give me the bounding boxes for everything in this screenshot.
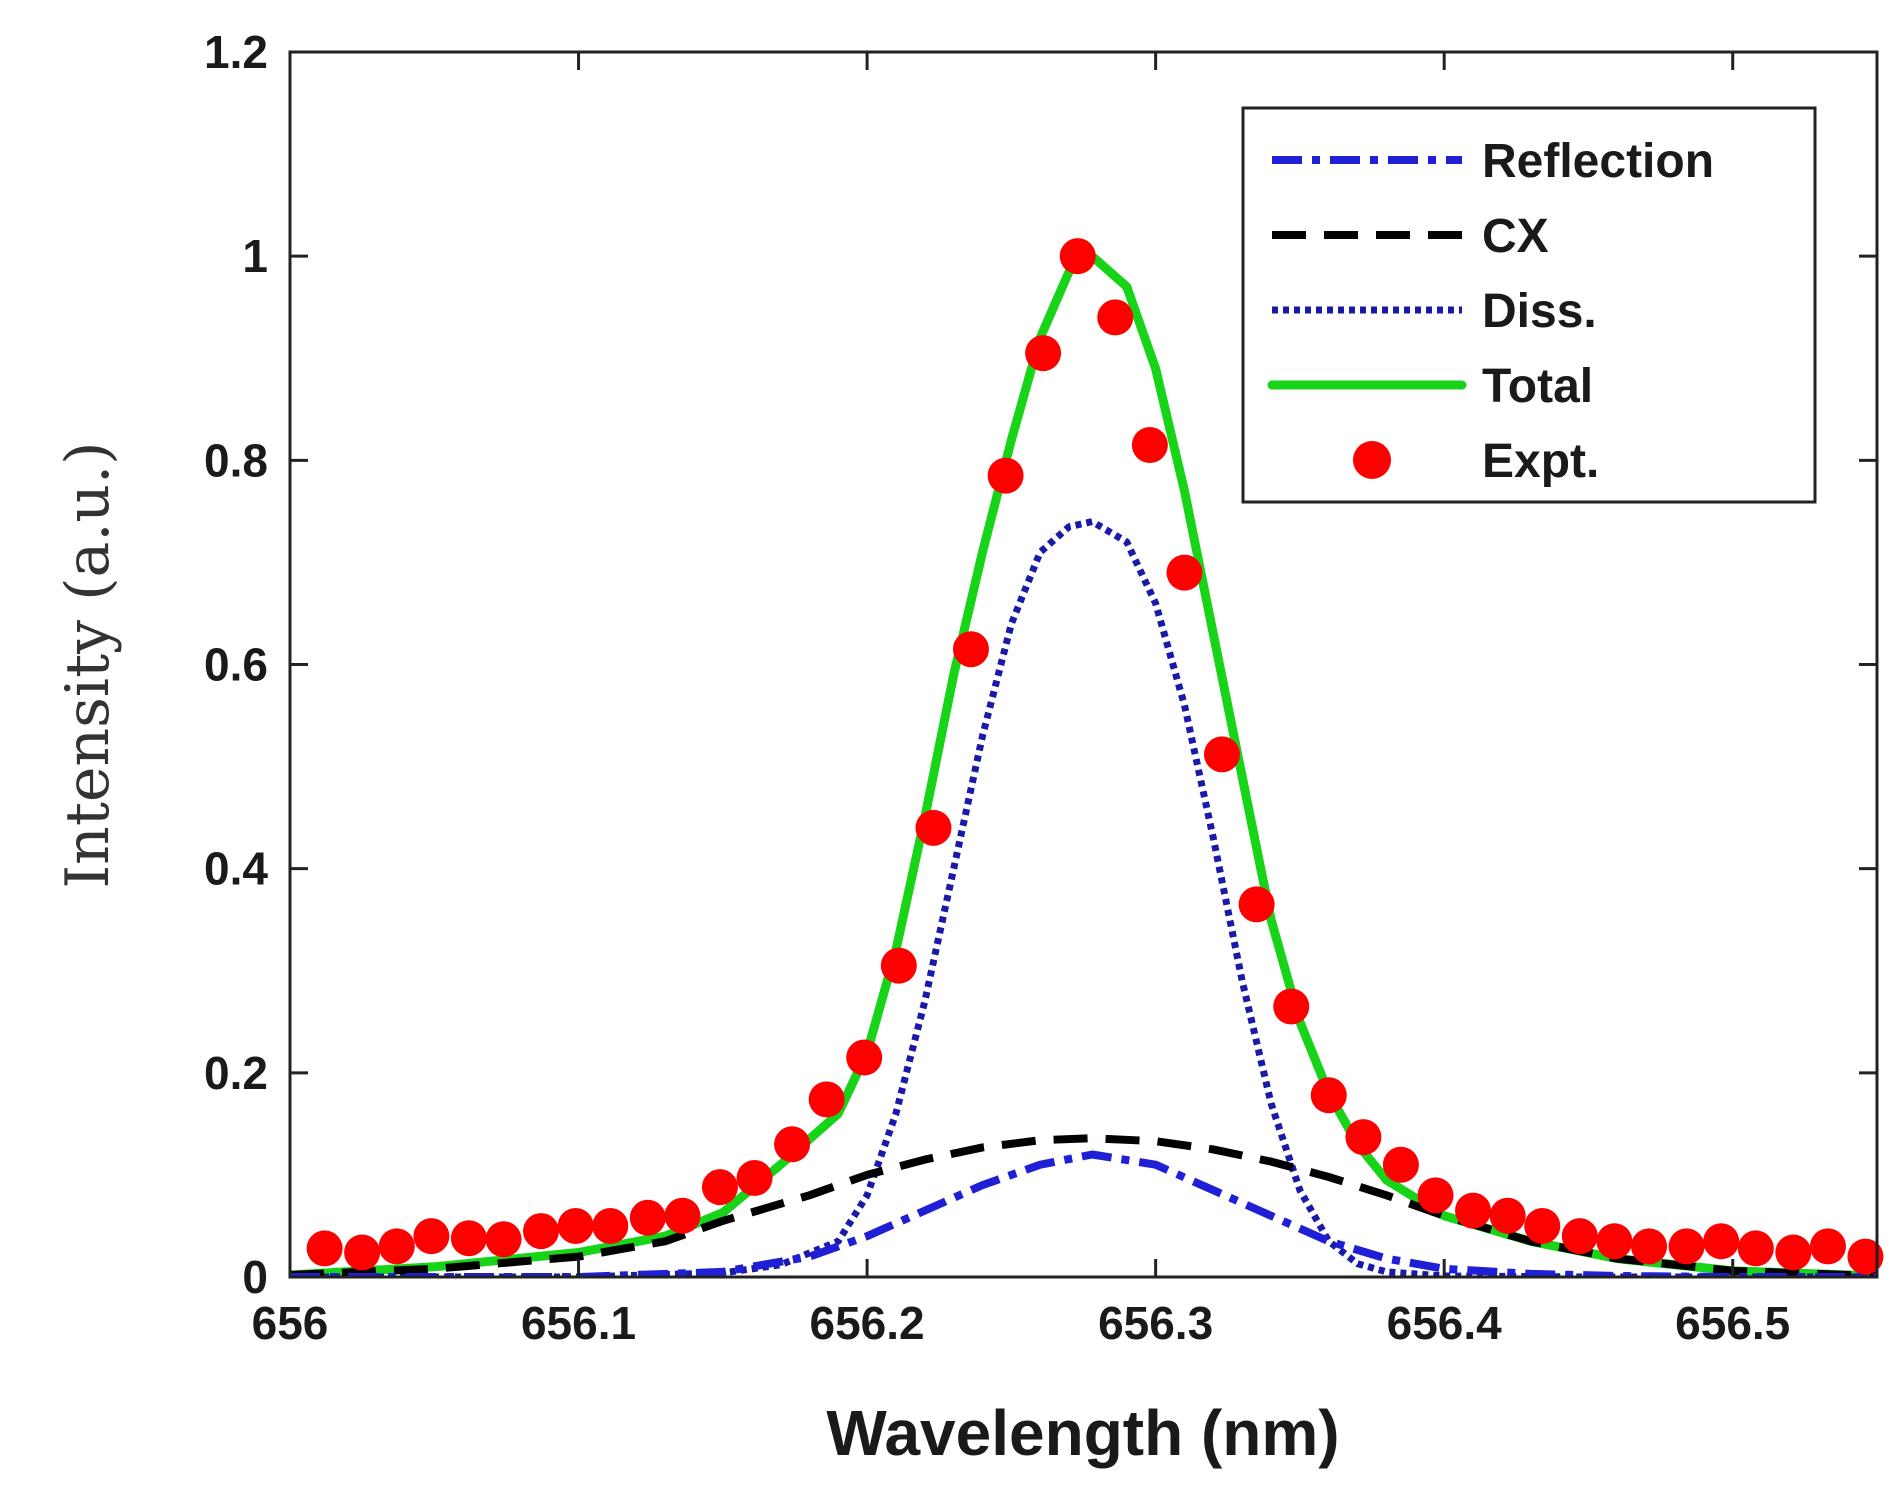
series-line-diss <box>290 518 1877 1277</box>
expt-point <box>1455 1192 1492 1229</box>
expt-point <box>523 1213 560 1250</box>
x-tick-label: 656.1 <box>521 1297 636 1349</box>
x-tick-label: 656.5 <box>1675 1297 1790 1349</box>
expt-point <box>557 1207 594 1244</box>
expt-point <box>1345 1119 1382 1156</box>
y-tick-label: 1 <box>242 230 268 282</box>
expt-point <box>1489 1197 1526 1234</box>
legend-label-reflection: Reflection <box>1482 135 1714 188</box>
expt-point <box>378 1228 415 1265</box>
expt-point <box>1703 1223 1740 1260</box>
y-axis-title: Intensity (a.u.) <box>53 441 123 888</box>
legend-label-total: Total <box>1482 360 1593 413</box>
expt-point <box>1097 299 1134 336</box>
expt-point <box>1809 1228 1846 1265</box>
series-line-cx <box>290 1134 1877 1277</box>
y-tick-label: 0 <box>242 1251 268 1303</box>
expt-point <box>1131 427 1168 464</box>
x-tick-label: 656.3 <box>1098 1297 1213 1349</box>
expt-point <box>1775 1234 1812 1271</box>
expt-point <box>808 1081 845 1118</box>
expt-point <box>1238 886 1275 923</box>
expt-point <box>1025 335 1062 372</box>
x-axis-title: Wavelength (nm) <box>826 1397 1339 1469</box>
expt-point <box>952 631 989 668</box>
expt-point <box>344 1234 381 1271</box>
expt-point <box>736 1159 773 1196</box>
expt-point <box>1273 988 1310 1025</box>
axis-ticks: 656 656.1 656.2 656.3 656.4 656.5 0 0.2 0.4 0.6 0.… <box>204 26 1877 1349</box>
expt-point <box>1737 1230 1774 1267</box>
legend-swatch-expt <box>1353 441 1391 479</box>
y-tick-label: 0.6 <box>204 639 268 691</box>
legend-box <box>1241 106 1817 504</box>
expt-point <box>880 947 917 984</box>
expt-point <box>592 1207 629 1244</box>
series-line-reflection <box>290 1150 1877 1277</box>
expt-point <box>1561 1218 1598 1255</box>
expt-point <box>1596 1223 1633 1260</box>
expt-point <box>1310 1077 1347 1114</box>
y-tick-label: 0.4 <box>204 843 268 895</box>
expt-point <box>1382 1146 1419 1183</box>
x-tick-label: 656 <box>252 1297 329 1349</box>
expt-point <box>1059 238 1096 275</box>
y-tick-label: 0.8 <box>204 434 268 486</box>
expt-point <box>1204 736 1241 773</box>
legend-label-diss: Diss. <box>1482 285 1597 338</box>
expt-point <box>1631 1228 1668 1265</box>
expt-point <box>450 1220 487 1257</box>
expt-point <box>774 1126 811 1163</box>
expt-point <box>1524 1207 1561 1244</box>
expt-point <box>1847 1238 1884 1275</box>
expt-point <box>915 809 952 846</box>
expt-point <box>987 457 1024 494</box>
expt-point <box>306 1230 343 1267</box>
expt-markers <box>306 238 1884 1275</box>
legend-items: Reflection CX Diss. Total Expt. <box>1267 135 1714 488</box>
expt-point <box>1166 554 1203 591</box>
expt-point <box>1668 1228 1705 1265</box>
expt-point <box>485 1221 522 1258</box>
legend-label-cx: CX <box>1482 210 1549 263</box>
expt-point <box>629 1199 666 1236</box>
x-tick-label: 656.4 <box>1387 1297 1503 1349</box>
expt-point <box>413 1218 450 1255</box>
expt-point <box>664 1197 701 1234</box>
legend-label-expt: Expt. <box>1482 435 1599 488</box>
y-tick-label: 1.2 <box>204 26 268 78</box>
expt-point <box>1417 1177 1454 1214</box>
plot-area: 656 656.1 656.2 656.3 656.4 656.5 0 0.2 0.4 0.6 0.… <box>204 26 1884 1349</box>
legend: Reflection CX Diss. Total Expt. <box>1241 106 1817 504</box>
expt-point <box>701 1169 738 1206</box>
y-tick-label: 0.2 <box>204 1047 268 1099</box>
expt-point <box>846 1039 883 1076</box>
x-tick-label: 656.2 <box>810 1297 925 1349</box>
